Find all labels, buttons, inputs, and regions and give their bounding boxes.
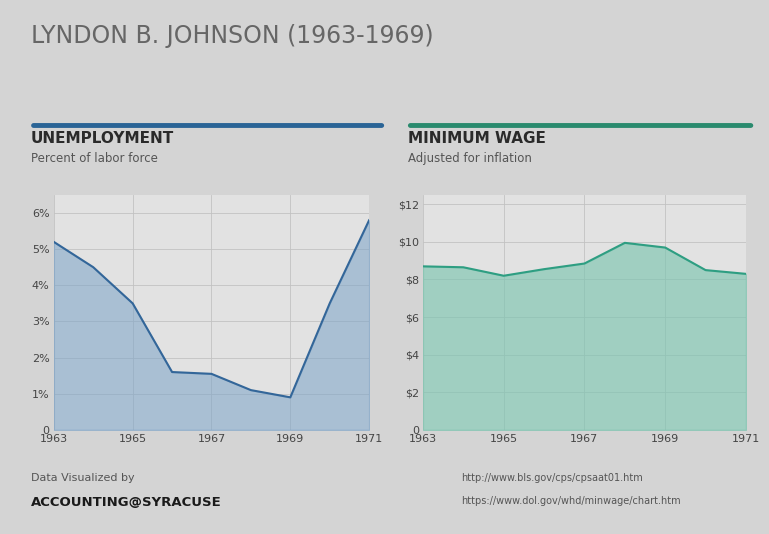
Text: https://www.dol.gov/whd/minwage/chart.htm: https://www.dol.gov/whd/minwage/chart.ht… [461,496,681,506]
Text: UNEMPLOYMENT: UNEMPLOYMENT [31,131,174,146]
Text: ACCOUNTING@SYRACUSE: ACCOUNTING@SYRACUSE [31,496,221,508]
Text: Percent of labor force: Percent of labor force [31,152,158,165]
Text: MINIMUM WAGE: MINIMUM WAGE [408,131,545,146]
Text: Adjusted for inflation: Adjusted for inflation [408,152,531,165]
Text: LYNDON B. JOHNSON (1963-1969): LYNDON B. JOHNSON (1963-1969) [31,24,434,48]
Text: http://www.bls.gov/cps/cpsaat01.htm: http://www.bls.gov/cps/cpsaat01.htm [461,473,643,483]
Text: Data Visualized by: Data Visualized by [31,473,135,483]
